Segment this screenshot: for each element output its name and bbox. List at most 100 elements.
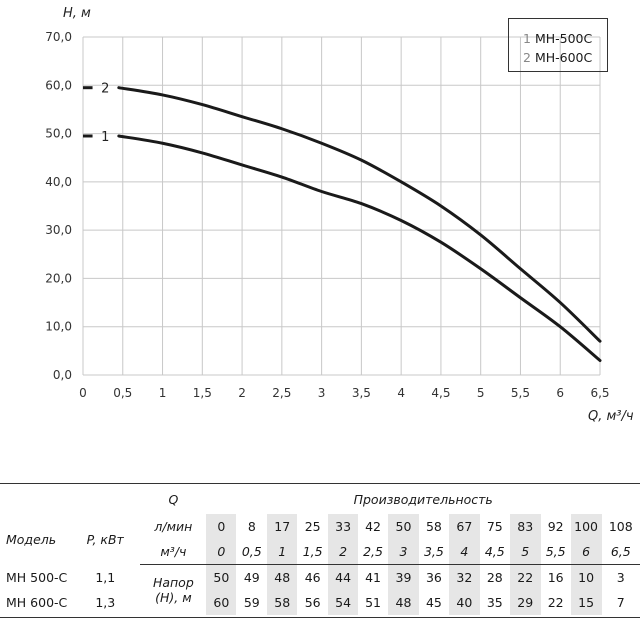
table-cell: 29 <box>509 590 541 615</box>
table-cell: 28 <box>486 570 503 585</box>
x-tick-label: 6,5 <box>590 386 609 400</box>
x-tick-label: 6 <box>556 386 564 400</box>
table-cell: 3 <box>387 539 419 565</box>
y-axis-ticks: 0,0 10,0 20,0 30,0 40,0 50,0 60,0 70,0 <box>45 30 72 382</box>
table-cell: 25 <box>304 519 321 534</box>
table-cell: 4 <box>448 539 480 565</box>
table-cell: 5,5 <box>540 539 571 565</box>
table-cell: 0 <box>206 514 237 539</box>
table-cell: 22 <box>509 564 541 590</box>
model-name: МН 600-С <box>6 595 68 610</box>
table-cell: 22 <box>547 595 564 610</box>
x-tick-label: 5 <box>477 386 485 400</box>
model-header: Модель <box>6 531 57 547</box>
table-cell: 58 <box>267 590 298 615</box>
table-cell: 10 <box>570 564 602 590</box>
table-cell: 39 <box>387 564 419 590</box>
table-cell: 2,5 <box>358 539 388 565</box>
table-cell: 83 <box>509 514 541 539</box>
table-cell: 3 <box>616 570 625 585</box>
x-tick-label: 2 <box>238 386 246 400</box>
table-cell: 17 <box>267 514 298 539</box>
table-cell: 33 <box>328 514 359 539</box>
x-tick-label: 1,5 <box>193 386 212 400</box>
table-cell: 50 <box>206 564 237 590</box>
table-cell: 0,5 <box>236 539 268 565</box>
q-label: Q <box>140 483 207 514</box>
table-cell: 2 <box>328 539 359 565</box>
x-tick-label: 4 <box>397 386 405 400</box>
table-cell: 92 <box>547 519 564 534</box>
table-cell: 1,5 <box>297 539 329 565</box>
y-tick-label: 70,0 <box>45 30 72 44</box>
table-cell: 54 <box>328 590 359 615</box>
table-cell: 6,5 <box>601 539 640 565</box>
legend-item-1-number: 1 <box>523 31 531 46</box>
table-cell: 6 <box>570 539 602 565</box>
legend-item-2: 2 МН-600С <box>523 48 607 67</box>
model-name: МН 500-С <box>6 569 68 585</box>
table-cell: 16 <box>547 570 564 585</box>
table-cell: 48 <box>267 564 298 590</box>
grid <box>82 36 601 376</box>
chart-legend: 1 МН-500С 2 МН-600С <box>508 18 608 72</box>
x-tick-label: 0,5 <box>113 386 132 400</box>
y-tick-label: 20,0 <box>45 271 72 285</box>
table-bottom-line <box>0 617 640 618</box>
table-cell: 50 <box>387 514 419 539</box>
table-header-row: Q Производительность <box>0 483 640 514</box>
table-cell: 56 <box>304 595 321 610</box>
head-label: Напор (H), м <box>140 565 206 616</box>
series-label-1: 1 <box>101 130 109 145</box>
x-tick-label: 5,5 <box>511 386 530 400</box>
legend-item-1-label: МН-500С <box>534 31 593 46</box>
head-label-line-2: (H), м <box>155 590 192 605</box>
table-cell: 3,5 <box>418 539 449 565</box>
power-header: P, кВт <box>86 531 124 547</box>
table-cell: 4,5 <box>479 539 510 565</box>
table-cell: 35 <box>486 595 503 610</box>
x-tick-label: 1 <box>159 386 167 400</box>
legend-item-2-number: 2 <box>523 50 531 65</box>
table-cell: 60 <box>206 590 237 615</box>
m3h-unit: м³/ч <box>140 539 207 565</box>
series-line-2 <box>117 86 602 343</box>
model-power: 1,1 <box>95 569 116 585</box>
performance-label: Производительность <box>206 483 640 514</box>
y-tick-label: 30,0 <box>45 223 72 237</box>
table-cell: 75 <box>486 519 503 534</box>
table-cell: 59 <box>243 595 260 610</box>
table-m3h-row: м³/ч 0 0,5 1 1,5 2 2,5 3 3,5 4 4,5 5 5,5… <box>0 539 640 565</box>
performance-table: Q Производительность Модель P, кВт л/мин… <box>0 483 640 615</box>
y-tick-label: 0,0 <box>53 368 72 382</box>
table-lmin-row: Модель P, кВт л/мин 0 8 17 25 33 42 50 5… <box>0 514 640 547</box>
x-axis-ticks: 0 0,5 1 1,5 2 2,5 3 3,5 4 4,5 5 5,5 6 6,5 <box>79 386 609 400</box>
table-cell: 15 <box>570 590 602 615</box>
pump-curve-chart: 0,0 10,0 20,0 30,0 40,0 50,0 60,0 70,0 0 0,5 1 1,5… <box>45 6 634 424</box>
table-cell: 8 <box>247 519 256 534</box>
x-axis-label: Q, м³/ч <box>588 409 634 424</box>
table-cell: 58 <box>425 519 442 534</box>
table-row-mn600: МН 600-С 1,3 60 59 58 56 54 51 48 45 40 … <box>0 590 640 615</box>
y-tick-label: 50,0 <box>45 127 72 141</box>
table-cell: 46 <box>304 570 321 585</box>
x-tick-label: 2,5 <box>272 386 291 400</box>
lmin-unit: л/мин <box>154 519 193 534</box>
x-tick-label: 0 <box>79 386 87 400</box>
table-cell: 108 <box>608 519 633 534</box>
table-cell: 51 <box>365 595 381 610</box>
table-cell: 42 <box>365 519 381 534</box>
table-cell: 40 <box>448 590 480 615</box>
table-cell: 48 <box>387 590 419 615</box>
table-cell: 5 <box>509 539 541 565</box>
x-tick-label: 3,5 <box>352 386 371 400</box>
x-tick-label: 3 <box>318 386 326 400</box>
table-cell: 45 <box>425 595 442 610</box>
y-tick-label: 40,0 <box>45 175 72 189</box>
x-tick-label: 4,5 <box>431 386 450 400</box>
legend-item-2-label: МН-600С <box>534 50 593 65</box>
series-label-2: 2 <box>101 82 109 97</box>
head-label-line-1: Напор <box>152 575 194 590</box>
table-row-mn500: МН 500-С 1,1 Напор (H), м 50 49 48 46 44 … <box>0 564 640 605</box>
table-cell: 32 <box>448 564 480 590</box>
